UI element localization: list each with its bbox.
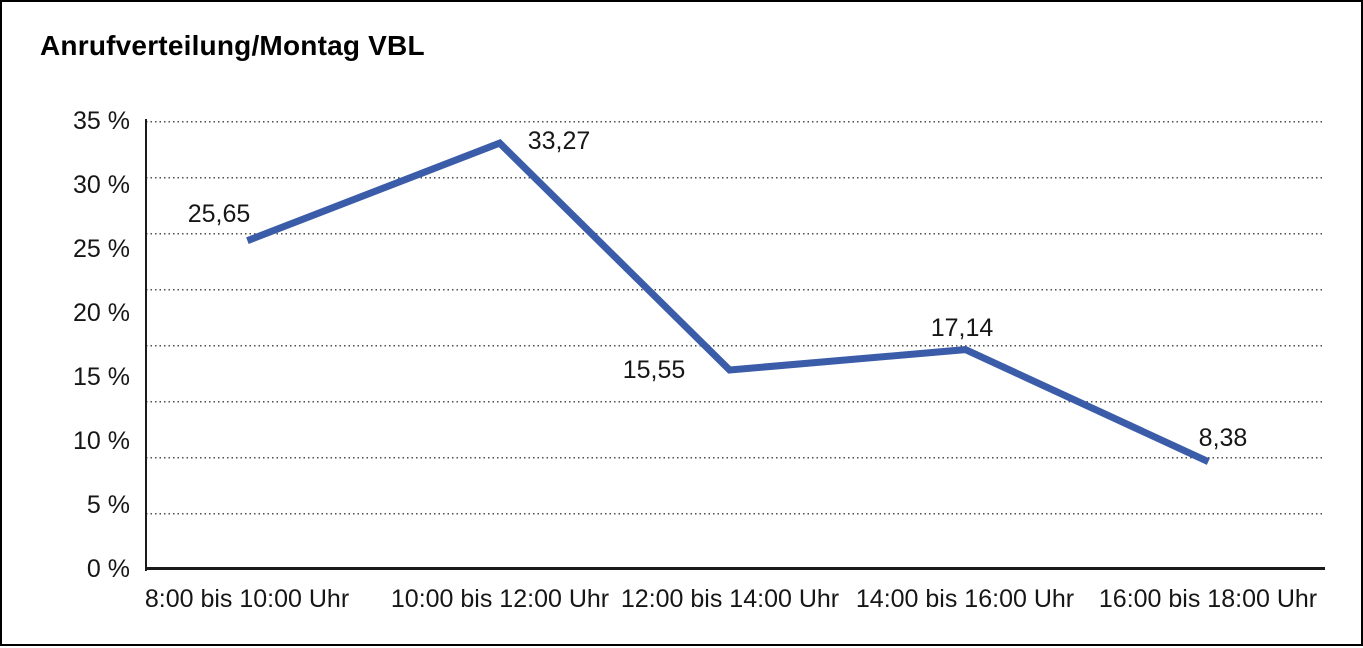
y-tick-label: 30 % xyxy=(73,171,130,199)
gridline xyxy=(146,400,1325,403)
gridline xyxy=(146,120,1325,123)
x-tick-label: 12:00 bis 14:00 Uhr xyxy=(620,585,840,613)
plot-area xyxy=(146,120,1325,569)
gridline xyxy=(146,512,1325,515)
x-tick-label: 16:00 bis 18:00 Uhr xyxy=(1098,585,1318,613)
chart-title: Anrufverteilung/Montag VBL xyxy=(40,30,425,61)
gridline xyxy=(146,232,1325,235)
y-tick-label: 35 % xyxy=(73,107,130,135)
gridline xyxy=(146,288,1325,291)
y-tick-label: 0 % xyxy=(86,555,130,583)
point-value-label: 25,65 xyxy=(187,200,251,228)
gridline xyxy=(146,344,1325,347)
y-tick-label: 15 % xyxy=(73,363,130,391)
y-tick-label: 5 % xyxy=(86,491,130,519)
y-tick-label: 10 % xyxy=(73,427,130,455)
gridline xyxy=(146,456,1325,459)
x-tick-label: 8:00 bis 10:00 Uhr xyxy=(144,585,350,613)
x-tick-label: 14:00 bis 16:00 Uhr xyxy=(855,585,1075,613)
x-tick-label: 10:00 bis 12:00 Uhr xyxy=(390,585,610,613)
point-value-label: 15,55 xyxy=(622,356,686,384)
y-tick-label: 20 % xyxy=(73,299,130,327)
point-value-label: 8,38 xyxy=(1198,424,1248,452)
point-value-label: 33,27 xyxy=(527,127,591,155)
y-axis-line xyxy=(145,119,147,571)
gridline xyxy=(146,176,1325,179)
point-value-label: 17,14 xyxy=(930,314,994,342)
y-tick-label: 25 % xyxy=(73,235,130,263)
x-axis-line xyxy=(145,567,1325,570)
